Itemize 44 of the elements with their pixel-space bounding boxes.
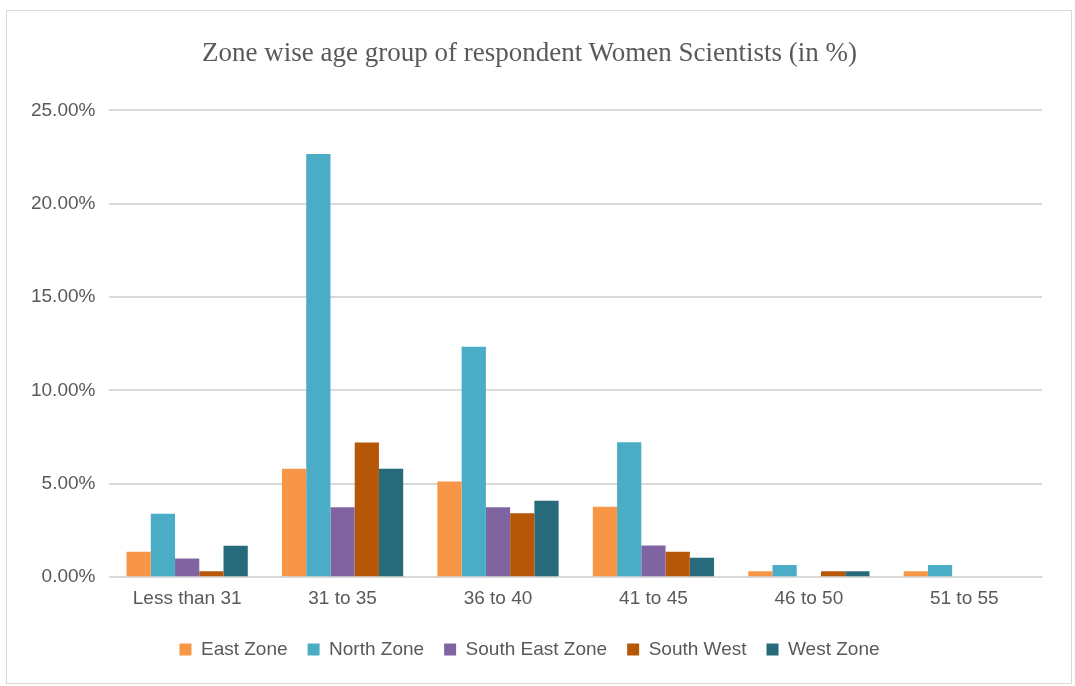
legend-label: South West [648, 637, 748, 659]
bar [534, 500, 559, 577]
y-tick-label: 15.00% [30, 285, 96, 307]
legend-label: East Zone [200, 637, 288, 659]
x-tick-label: 51 to 55 [929, 586, 999, 608]
y-tick-label: 20.00% [30, 191, 96, 213]
bar [223, 545, 248, 577]
legend-label: North Zone [329, 637, 425, 659]
bar [820, 571, 846, 577]
legend-label: South East Zone [465, 637, 608, 659]
bar [281, 468, 307, 577]
bar [510, 513, 535, 577]
bar [354, 442, 379, 577]
bar [437, 481, 462, 577]
y-tick-label: 5.00% [41, 472, 96, 494]
bar [126, 551, 151, 577]
bar [927, 564, 953, 577]
bar [461, 346, 486, 577]
legend-label: West Zone [788, 637, 880, 659]
bar [748, 571, 773, 577]
x-tick-label: 36 to 40 [463, 586, 533, 608]
y-tick-label: 0.00% [41, 565, 96, 587]
y-tick-label: 25.00% [30, 98, 96, 120]
chart-title: Zone wise age group of respondent Women Scientists (in %) [202, 37, 857, 68]
bar [641, 545, 666, 577]
x-tick-label: 46 to 50 [774, 586, 844, 608]
bar [306, 154, 331, 577]
bar [378, 468, 404, 577]
bar [150, 513, 176, 577]
bar [175, 558, 200, 577]
bar [199, 571, 224, 577]
bar [772, 564, 797, 577]
y-tick-label: 10.00% [30, 378, 96, 400]
x-tick-label: 41 to 45 [619, 586, 688, 608]
bar [485, 507, 511, 577]
x-tick-label: Less than 31 [132, 586, 242, 608]
bar [689, 557, 715, 577]
bar [592, 506, 618, 577]
x-tick-label: 31 to 35 [308, 586, 377, 608]
bar [617, 442, 642, 577]
bar [903, 571, 928, 577]
bar [330, 507, 355, 577]
bar [665, 551, 690, 577]
bar [845, 571, 870, 577]
